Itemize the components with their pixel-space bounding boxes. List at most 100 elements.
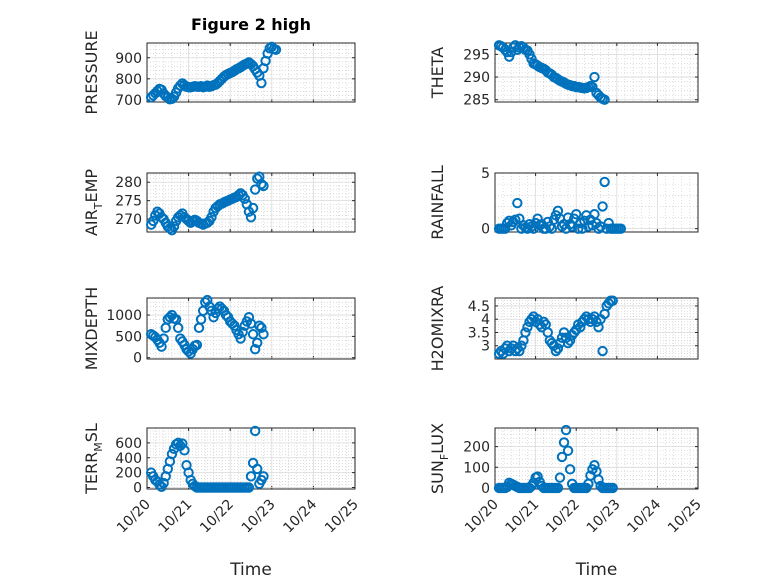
data-point [256,322,267,334]
axis-frame [146,297,356,360]
panel-sun_flux: 0 100 200 SUNFLUX 10/20 10/21 10/22 10/23 10/24 1… [428,423,705,580]
data-point [532,471,543,482]
data-point [202,294,213,306]
data-point [256,77,267,89]
x-tick-label: 10/22 [543,497,583,537]
data-point [571,208,582,220]
data-point [564,464,576,475]
x-tick-label: 10/24 [624,496,664,536]
data-point [575,321,586,333]
y-axis-label-mixdepth: MIXDEPTH [82,287,101,370]
data-point [249,184,261,195]
data-point [191,339,203,351]
data-point [564,335,576,346]
y-tick-label: 100 [463,460,490,476]
data-point [249,425,261,437]
data-point [615,223,627,234]
data-point [558,437,570,448]
y-tick-label: 3.5 [468,325,490,341]
data-point [243,482,255,493]
data-point [235,333,246,344]
data-point [247,202,259,214]
y-tick-label: 4 [481,312,490,328]
data-point [168,221,180,232]
data-point [270,44,282,55]
y-tick-label: 270 [115,212,142,228]
y-tick-label: 285 [463,93,490,109]
y-tick-label: 200 [463,440,490,456]
panel-pressure: 700 800 900 PRESSURE [82,30,356,115]
axis-frame [146,172,356,233]
data-point [258,180,269,192]
x-tick-label: 10/21 [156,497,196,537]
y-tick-label: 700 [115,93,142,109]
data-point [562,445,574,456]
data-point [552,343,564,354]
y-tick-label: 280 [115,175,142,191]
axis-frame [146,42,356,103]
y-tick-label: 400 [115,451,142,467]
data-point [607,482,618,494]
y-axis-label-air_temp: AIRTEMP [82,169,105,236]
x-tick-label: 10/20 [462,497,502,537]
data-point [589,71,600,83]
x-tick-label: 10/23 [584,497,624,537]
x-tick-label: 10/23 [239,497,279,537]
y-axis-label-h2omixra: H2OMIXRA [428,286,447,372]
axis-frame [494,42,699,103]
y-tick-label: 295 [463,47,490,63]
data-point [245,212,257,223]
panel-h2omixra: 33.544.5 H2OMIXRA [428,286,699,372]
data-point [158,333,169,344]
y-tick-label: 900 [115,51,142,67]
data-point [593,474,604,485]
x-axis-label-terr_msl: Time [229,560,272,580]
data-point [607,295,618,306]
data-point [520,327,531,338]
data-point [148,215,159,227]
x-tick-label: 10/25 [322,497,362,537]
data-point [589,311,600,322]
y-tick-label: 0 [133,481,142,497]
data-point [252,463,263,475]
y-tick-label: 290 [463,70,490,86]
y-tick-label: 200 [115,466,142,482]
y-tick-label: 500 [115,329,142,345]
y-axis-label-terr_msl: TERRMSL [82,423,105,495]
data-point [599,176,610,188]
y-tick-label: 800 [115,72,142,88]
data-point [597,201,608,212]
y-axis-label-theta: THETA [428,47,447,99]
data-point [256,178,267,190]
data-point [237,326,248,338]
data-point [552,482,564,494]
data-point [258,329,269,340]
panel-air_temp: 270 275 280 AIRTEMP [82,169,356,236]
x-axis-label-sun_flux: Time [575,560,618,580]
data-point [245,471,257,482]
data-point [597,345,608,357]
y-tick-label: 600 [115,436,142,452]
data-point [206,212,217,223]
panel-theta: 285 290 295 THETA [428,40,699,109]
data-point [560,424,572,436]
data-point [179,445,190,456]
y-tick-label: 275 [115,194,142,210]
data-point [497,348,509,359]
panel-rainfall: 0 5 RAINFALL [428,165,699,240]
x-tick-label: 10/24 [280,496,320,536]
data-point [589,460,600,471]
data-point [522,321,533,333]
data-point [243,311,255,323]
data-point [554,472,566,483]
axis-frame [494,297,699,360]
data-point [258,471,269,482]
data-point [514,345,525,357]
figure-title: Figure 2 high [191,15,311,34]
y-tick-label: 3 [481,339,490,355]
data-point [166,448,178,460]
data-point [516,340,527,351]
data-point [247,329,259,340]
y-axis-label-sun_flux: SUNFLUX [428,423,451,494]
